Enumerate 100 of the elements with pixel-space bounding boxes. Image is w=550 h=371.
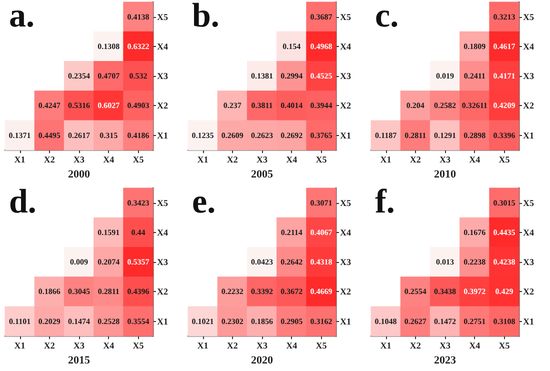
x-tick-label: X2 (226, 154, 238, 165)
y-tick-label: X2 (157, 100, 168, 111)
x-tick-label: X4 (286, 340, 298, 350)
data-label: 0.6322 (127, 42, 150, 51)
data-label: 0.2411 (464, 72, 486, 81)
chart-title: b. (192, 0, 220, 34)
y-tick-label: X1 (340, 130, 352, 140)
data-label: 0.3811 (251, 101, 273, 110)
data-label: 0.3071 (310, 198, 332, 207)
y-tick-label: X5 (340, 12, 352, 22)
chart-title: c. (375, 0, 399, 34)
data-label: 0.2029 (38, 316, 60, 326)
data-label: 0.4186 (127, 130, 150, 140)
data-label: 0.009 (70, 257, 88, 266)
data-label: 0.4617 (493, 42, 516, 51)
y-tick-label: X2 (340, 286, 352, 296)
x-tick-label: X2 (44, 154, 56, 165)
data-label: 0.2354 (68, 72, 90, 81)
data-label: 0.4525 (310, 72, 332, 81)
data-label: 0.4435 (493, 227, 516, 236)
data-label: 0.4318 (310, 257, 332, 266)
x-tick-label: X4 (469, 340, 481, 350)
data-label: 0.4495 (38, 130, 60, 140)
data-label: 0.4669 (310, 286, 332, 296)
y-tick-label: X3 (523, 71, 534, 82)
x-tick-label: X2 (226, 340, 238, 350)
y-tick-label: X5 (523, 12, 534, 22)
y-tick-label: X2 (157, 286, 168, 296)
data-label: 0.1048 (374, 316, 397, 326)
data-label: 0.1101 (9, 316, 31, 326)
data-label: 0.1308 (98, 42, 120, 51)
chart-title: f. (375, 183, 395, 220)
data-label: 0.2994 (280, 72, 303, 81)
data-label: 0.1371 (8, 130, 31, 140)
x-tick-label: X1 (14, 340, 26, 350)
data-label: 0.4067 (310, 227, 332, 236)
y-tick-label: X4 (340, 41, 352, 52)
x-tick-label: X2 (410, 340, 422, 350)
y-tick-label: X3 (523, 256, 534, 267)
x-tick-label: X4 (103, 340, 115, 350)
data-label: 0.013 (436, 257, 454, 266)
x-axis-title: 2020 (251, 354, 274, 366)
data-label: 0.4209 (493, 101, 516, 110)
x-tick-label: X5 (132, 154, 144, 165)
x-tick-label: X3 (440, 154, 451, 165)
data-label: 0.0423 (251, 257, 273, 266)
data-label: 0.4238 (493, 257, 516, 266)
data-label: 0.4138 (127, 12, 150, 22)
y-tick-label: X1 (340, 316, 352, 326)
data-label: 0.429 (495, 286, 514, 296)
data-label: 0.4396 (127, 286, 150, 296)
data-label: 0.1291 (434, 130, 456, 140)
data-label: 0.2811 (404, 130, 426, 140)
x-tick-label: X4 (286, 154, 298, 165)
y-tick-label: X5 (523, 197, 534, 208)
x-tick-label: X3 (256, 340, 268, 350)
x-axis-title: 2010 (434, 168, 456, 180)
data-label: 0.32611 (462, 101, 488, 110)
x-axis-title: 2023 (434, 354, 456, 366)
data-label: 0.2905 (280, 316, 303, 326)
data-label: 0.2692 (280, 130, 303, 140)
data-label: 0.3015 (493, 198, 516, 207)
y-tick-label: X4 (157, 226, 168, 237)
y-tick-label: X5 (340, 197, 352, 208)
data-label: 0.4707 (98, 72, 120, 81)
data-label: 0.1591 (98, 227, 120, 236)
y-tick-label: X1 (157, 130, 168, 140)
x-tick-label: X2 (410, 154, 422, 165)
y-tick-label: X4 (523, 41, 534, 52)
data-label: 0.2627 (404, 316, 426, 326)
data-label: 0.4968 (310, 42, 332, 51)
y-tick-label: X5 (157, 197, 168, 208)
x-tick-label: X2 (44, 340, 56, 350)
data-label: 0.1676 (464, 227, 486, 236)
data-label: 0.3438 (434, 286, 456, 296)
y-tick-label: X3 (340, 256, 352, 267)
x-tick-label: X3 (74, 154, 85, 165)
y-tick-label: X3 (340, 71, 352, 82)
data-label: 0.3396 (493, 130, 516, 140)
y-tick-label: X3 (157, 256, 168, 267)
data-label: 0.2114 (280, 227, 302, 236)
data-label: 0.2582 (434, 101, 456, 110)
data-label: 0.4171 (493, 72, 516, 81)
data-label: 0.237 (223, 101, 242, 110)
y-tick-label: X3 (157, 71, 168, 82)
x-tick-label: X4 (103, 154, 115, 165)
data-label: 0.2898 (464, 130, 486, 140)
data-label: 0.2617 (68, 130, 90, 140)
data-label: 0.2238 (464, 257, 486, 266)
y-tick-label: X2 (523, 100, 534, 111)
data-label: 0.1856 (251, 316, 273, 326)
y-tick-label: X4 (523, 226, 534, 237)
y-tick-label: X1 (523, 316, 534, 326)
y-tick-label: X5 (157, 12, 168, 22)
y-tick-label: X1 (523, 130, 534, 140)
data-label: 0.3423 (127, 198, 150, 207)
data-label: 0.1235 (192, 130, 214, 140)
data-label: 0.1809 (464, 42, 486, 51)
x-axis-title: 2015 (68, 354, 90, 366)
x-tick-label: X5 (498, 154, 510, 165)
